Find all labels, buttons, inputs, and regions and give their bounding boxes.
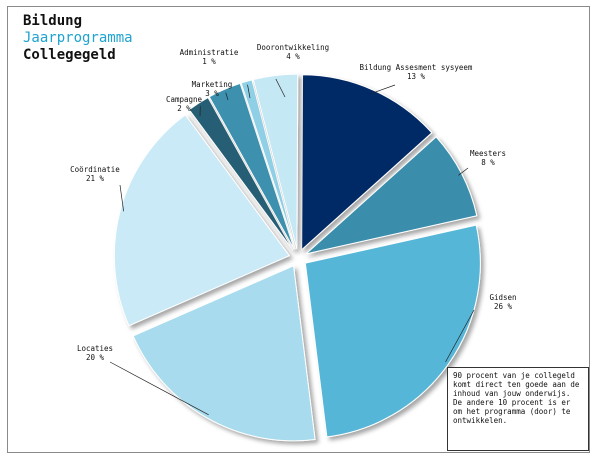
slice-label-7: Administratie 1 %	[180, 48, 239, 66]
leader-line-3	[109, 361, 209, 416]
chart-titles: Bildung Jaarprogramma Collegegeld	[23, 13, 133, 64]
slice-label-4: Coördinatie 21 %	[70, 165, 120, 183]
slice-label-1: Meesters 8 %	[470, 149, 506, 167]
leader-line-1	[458, 167, 469, 176]
pie-slice-1	[304, 136, 478, 255]
pie-slice-3	[132, 265, 316, 442]
leader-line-6	[225, 92, 229, 101]
chart-subtitle: Jaarprogramma	[23, 30, 133, 46]
slice-label-2: Gidsen 26 %	[489, 293, 516, 311]
leader-line-0	[371, 84, 396, 94]
chart-title: Bildung	[23, 13, 83, 29]
pie-slice-4	[113, 114, 291, 327]
pie-slice-6	[208, 82, 295, 250]
pie-slice-0	[301, 74, 433, 251]
pie-slice-5	[188, 96, 294, 251]
leader-line-4	[119, 184, 124, 212]
chart-subtitle-2: Collegegeld	[23, 47, 116, 63]
leader-line-2	[445, 309, 475, 363]
chart-note: 90 procent van je collegeld komt direct …	[447, 367, 589, 451]
pie-slice-2	[304, 224, 481, 438]
slice-label-8: Doorontwikkeling 4 %	[257, 43, 329, 61]
pie-slice-8	[252, 73, 299, 250]
slice-label-0: Bildung Assesment sysyeem 13 %	[360, 63, 473, 81]
slice-label-3: Locaties 20 %	[77, 344, 113, 362]
slice-label-5: Campagne 2 %	[166, 95, 203, 113]
leader-line-8	[275, 78, 286, 98]
pie-slice-7	[240, 79, 296, 250]
slice-label-6: Marketing 3 %	[192, 80, 233, 98]
leader-line-7	[247, 84, 251, 99]
